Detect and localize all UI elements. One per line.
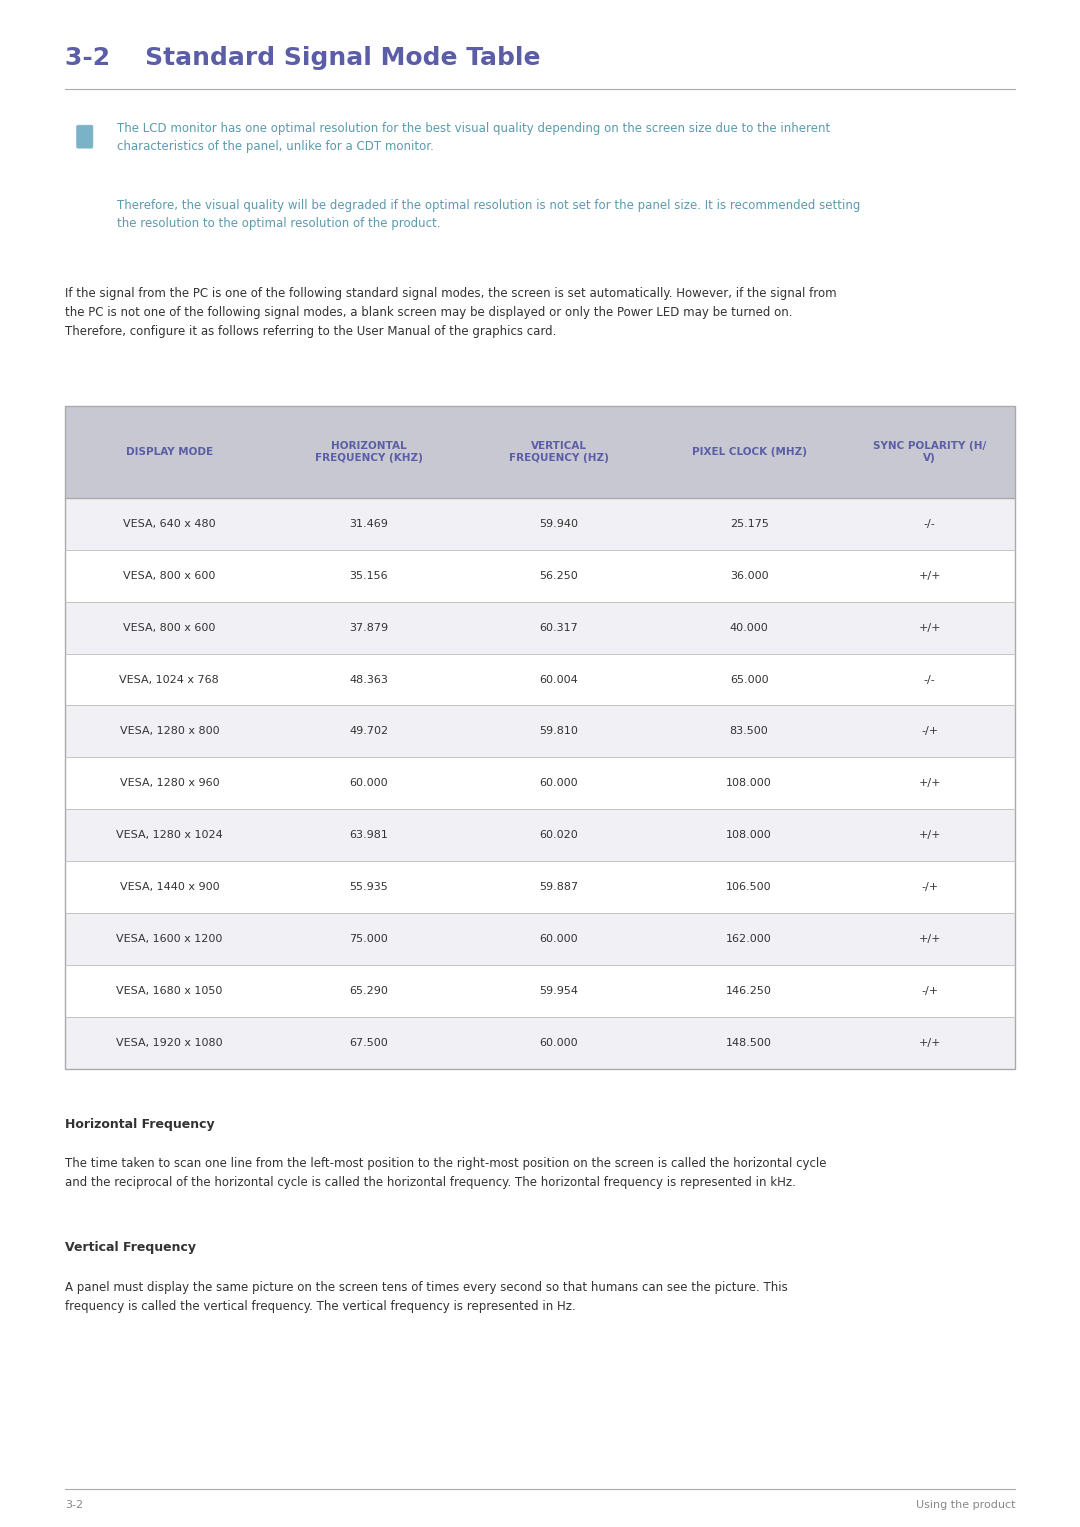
- Text: +/+: +/+: [918, 831, 941, 840]
- Text: 146.250: 146.250: [726, 986, 772, 996]
- Text: The time taken to scan one line from the left-most position to the right-most po: The time taken to scan one line from the…: [65, 1157, 826, 1190]
- Text: 3-2: 3-2: [65, 1500, 83, 1510]
- Text: VESA, 800 x 600: VESA, 800 x 600: [123, 571, 216, 580]
- Text: -/-: -/-: [923, 675, 935, 684]
- Text: 55.935: 55.935: [350, 883, 389, 892]
- Text: 60.004: 60.004: [540, 675, 579, 684]
- Text: -/+: -/+: [921, 986, 939, 996]
- Text: Horizontal Frequency: Horizontal Frequency: [65, 1118, 215, 1132]
- Text: 106.500: 106.500: [726, 883, 772, 892]
- Text: VESA, 1024 x 768: VESA, 1024 x 768: [120, 675, 219, 684]
- Text: 60.000: 60.000: [540, 935, 578, 944]
- Bar: [65, 602, 1015, 654]
- Text: A panel must display the same picture on the screen tens of times every second s: A panel must display the same picture on…: [65, 1281, 787, 1313]
- Text: If the signal from the PC is one of the following standard signal modes, the scr: If the signal from the PC is one of the …: [65, 287, 836, 337]
- Bar: [65, 498, 1015, 550]
- Text: +/+: +/+: [918, 623, 941, 632]
- Bar: [65, 406, 1015, 1069]
- Text: 60.317: 60.317: [540, 623, 579, 632]
- Text: 35.156: 35.156: [350, 571, 388, 580]
- Text: Using the product: Using the product: [916, 1500, 1015, 1510]
- Text: PIXEL CLOCK (MHZ): PIXEL CLOCK (MHZ): [691, 447, 807, 457]
- Text: 59.887: 59.887: [539, 883, 579, 892]
- Text: DISPLAY MODE: DISPLAY MODE: [125, 447, 213, 457]
- Bar: [65, 757, 1015, 809]
- Text: 148.500: 148.500: [726, 1038, 772, 1048]
- Bar: [65, 913, 1015, 965]
- Text: 83.500: 83.500: [730, 727, 769, 736]
- Text: 63.981: 63.981: [350, 831, 389, 840]
- Bar: [65, 861, 1015, 913]
- Text: 67.500: 67.500: [350, 1038, 389, 1048]
- Text: VESA, 1280 x 960: VESA, 1280 x 960: [120, 779, 219, 788]
- Text: VESA, 1440 x 900: VESA, 1440 x 900: [120, 883, 219, 892]
- Text: 49.702: 49.702: [349, 727, 389, 736]
- Text: 37.879: 37.879: [349, 623, 389, 632]
- Text: +/+: +/+: [918, 935, 941, 944]
- Text: HORIZONTAL
FREQUENCY (KHZ): HORIZONTAL FREQUENCY (KHZ): [315, 441, 423, 463]
- Text: 65.290: 65.290: [350, 986, 389, 996]
- Text: VESA, 1600 x 1200: VESA, 1600 x 1200: [117, 935, 222, 944]
- Text: +/+: +/+: [918, 1038, 941, 1048]
- Bar: [65, 654, 1015, 705]
- Text: -/+: -/+: [921, 727, 939, 736]
- Bar: [65, 1017, 1015, 1069]
- Bar: [65, 965, 1015, 1017]
- Bar: [65, 809, 1015, 861]
- Text: -/-: -/-: [923, 519, 935, 528]
- Text: 59.940: 59.940: [540, 519, 579, 528]
- Text: VESA, 640 x 480: VESA, 640 x 480: [123, 519, 216, 528]
- Bar: [65, 550, 1015, 602]
- Text: 60.000: 60.000: [540, 1038, 578, 1048]
- Bar: [65, 705, 1015, 757]
- Text: 31.469: 31.469: [350, 519, 389, 528]
- Text: VERTICAL
FREQUENCY (HZ): VERTICAL FREQUENCY (HZ): [509, 441, 609, 463]
- Text: The LCD monitor has one optimal resolution for the best visual quality depending: The LCD monitor has one optimal resoluti…: [117, 122, 829, 153]
- Text: 3-2    Standard Signal Mode Table: 3-2 Standard Signal Mode Table: [65, 46, 540, 70]
- Bar: [65, 406, 1015, 498]
- Text: +/+: +/+: [918, 571, 941, 580]
- Text: 60.000: 60.000: [350, 779, 388, 788]
- Text: Therefore, the visual quality will be degraded if the optimal resolution is not : Therefore, the visual quality will be de…: [117, 199, 860, 229]
- Text: 25.175: 25.175: [730, 519, 769, 528]
- Text: 65.000: 65.000: [730, 675, 768, 684]
- Text: 59.810: 59.810: [540, 727, 579, 736]
- Text: 48.363: 48.363: [350, 675, 389, 684]
- Text: Vertical Frequency: Vertical Frequency: [65, 1241, 195, 1255]
- Text: 108.000: 108.000: [726, 779, 772, 788]
- FancyBboxPatch shape: [77, 125, 93, 148]
- Text: 59.954: 59.954: [540, 986, 579, 996]
- Text: 56.250: 56.250: [540, 571, 579, 580]
- Text: 60.000: 60.000: [540, 779, 578, 788]
- Text: 162.000: 162.000: [726, 935, 772, 944]
- Text: 75.000: 75.000: [350, 935, 389, 944]
- Text: 36.000: 36.000: [730, 571, 768, 580]
- Text: -/+: -/+: [921, 883, 939, 892]
- Text: VESA, 1280 x 1024: VESA, 1280 x 1024: [116, 831, 222, 840]
- Text: 40.000: 40.000: [730, 623, 769, 632]
- Text: VESA, 1280 x 800: VESA, 1280 x 800: [120, 727, 219, 736]
- Text: VESA, 800 x 600: VESA, 800 x 600: [123, 623, 216, 632]
- Text: 60.020: 60.020: [540, 831, 579, 840]
- Text: VESA, 1680 x 1050: VESA, 1680 x 1050: [117, 986, 222, 996]
- Text: VESA, 1920 x 1080: VESA, 1920 x 1080: [116, 1038, 222, 1048]
- Text: 108.000: 108.000: [726, 831, 772, 840]
- Text: SYNC POLARITY (H/
V): SYNC POLARITY (H/ V): [873, 441, 986, 463]
- Text: +/+: +/+: [918, 779, 941, 788]
